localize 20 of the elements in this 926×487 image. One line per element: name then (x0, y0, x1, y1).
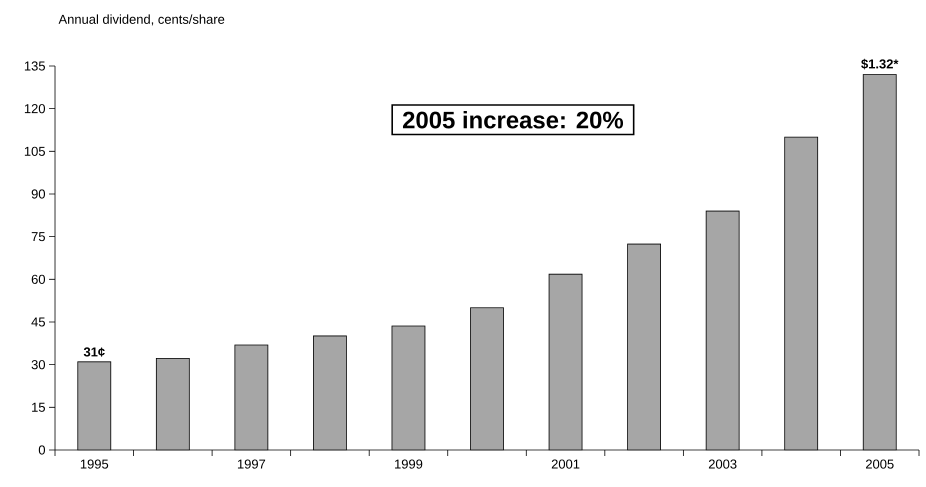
y-tick-label: 60 (32, 274, 46, 284)
annotation: $1.32* (861, 58, 898, 70)
annotation: 31¢ (84, 347, 105, 357)
y-tick-label: 15 (32, 402, 45, 412)
y-tick-label: 120 (24, 104, 46, 114)
y-tick-label: 30 (32, 360, 46, 370)
y-tick-label: 0 (38, 445, 46, 455)
y-tick-label: 45 (31, 317, 45, 326)
x-tick-label: 1997 (238, 459, 266, 469)
y-tick-label: 90 (32, 189, 46, 199)
x-tick-label: 2003 (708, 459, 736, 469)
y-axis-title: Annual dividend, cents/share (58, 14, 224, 26)
x-tick-label: 2001 (552, 459, 580, 469)
x-tick-label: 1995 (80, 459, 108, 469)
y-tick-label: 105 (24, 146, 45, 156)
y-tick-label: 75 (32, 232, 45, 242)
x-tick-label: 2005 (866, 459, 894, 469)
annotation: 2005 increase: 20% (402, 110, 624, 129)
x-tick-label: 1999 (395, 459, 422, 469)
y-tick-label: 135 (24, 61, 45, 71)
